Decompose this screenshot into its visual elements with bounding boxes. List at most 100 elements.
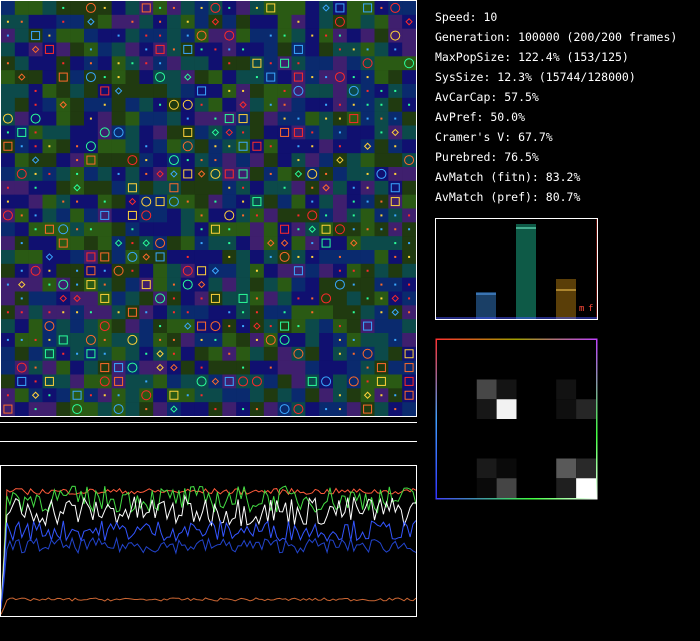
grid-cell[interactable] bbox=[194, 346, 209, 361]
grid-cell[interactable] bbox=[388, 291, 403, 306]
grid-cell[interactable] bbox=[263, 125, 278, 140]
grid-cell[interactable] bbox=[14, 388, 29, 403]
grid-cell[interactable] bbox=[277, 277, 292, 292]
grid-cell[interactable] bbox=[70, 333, 85, 348]
grid-cell[interactable] bbox=[1, 250, 16, 265]
grid-cell[interactable] bbox=[222, 153, 237, 168]
grid-cell[interactable] bbox=[125, 277, 140, 292]
grid-cell[interactable] bbox=[250, 250, 265, 265]
grid-cell[interactable] bbox=[28, 42, 43, 57]
grid-cell[interactable] bbox=[208, 97, 223, 112]
grid-cell[interactable] bbox=[319, 14, 334, 29]
grid-cell[interactable] bbox=[97, 250, 112, 265]
grid-cell[interactable] bbox=[70, 42, 85, 57]
grid-cell[interactable] bbox=[208, 277, 223, 292]
grid-cell[interactable] bbox=[402, 374, 416, 389]
grid-cell[interactable] bbox=[1, 84, 16, 99]
grid-cell[interactable] bbox=[42, 222, 57, 237]
grid-cell[interactable] bbox=[1, 291, 16, 306]
grid-cell[interactable] bbox=[139, 360, 154, 375]
grid-cell[interactable] bbox=[84, 236, 99, 251]
grid-cell[interactable] bbox=[167, 319, 182, 334]
grid-cell[interactable] bbox=[263, 14, 278, 29]
grid-cell[interactable] bbox=[263, 374, 278, 389]
grid-cell[interactable] bbox=[388, 319, 403, 334]
grid-cell[interactable] bbox=[1, 263, 16, 278]
grid-cell[interactable] bbox=[111, 84, 126, 99]
grid-cell[interactable] bbox=[1, 70, 16, 85]
grid-cell[interactable] bbox=[111, 277, 126, 292]
grid-cell[interactable] bbox=[167, 180, 182, 195]
grid-cell[interactable] bbox=[84, 263, 99, 278]
grid-cell[interactable] bbox=[236, 70, 251, 85]
grid-cell[interactable] bbox=[346, 56, 361, 71]
grid-cell[interactable] bbox=[1, 319, 16, 334]
grid-cell[interactable] bbox=[333, 305, 348, 320]
grid-cell[interactable] bbox=[42, 346, 57, 361]
grid-cell[interactable] bbox=[111, 139, 126, 154]
grid-cell[interactable] bbox=[97, 402, 112, 416]
grid-cell[interactable] bbox=[388, 125, 403, 140]
grid-cell[interactable] bbox=[291, 180, 306, 195]
grid-cell[interactable] bbox=[208, 56, 223, 71]
grid-cell[interactable] bbox=[333, 194, 348, 209]
grid-cell[interactable] bbox=[346, 291, 361, 306]
grid-cell[interactable] bbox=[277, 360, 292, 375]
grid-cell[interactable] bbox=[167, 125, 182, 140]
grid-cell[interactable] bbox=[236, 111, 251, 126]
grid-cell[interactable] bbox=[56, 139, 71, 154]
grid-cell[interactable] bbox=[208, 250, 223, 265]
grid-cell[interactable] bbox=[319, 346, 334, 361]
grid-cell[interactable] bbox=[139, 263, 154, 278]
grid-cell[interactable] bbox=[374, 402, 389, 416]
grid-cell[interactable] bbox=[291, 277, 306, 292]
grid-cell[interactable] bbox=[84, 277, 99, 292]
grid-cell[interactable] bbox=[250, 125, 265, 140]
grid-cell[interactable] bbox=[194, 125, 209, 140]
grid-cell[interactable] bbox=[319, 236, 334, 251]
grid-cell[interactable] bbox=[14, 125, 29, 140]
grid-cell[interactable] bbox=[14, 180, 29, 195]
grid-cell[interactable] bbox=[222, 97, 237, 112]
grid-cell[interactable] bbox=[111, 111, 126, 126]
grid-cell[interactable] bbox=[346, 14, 361, 29]
grid-cell[interactable] bbox=[236, 263, 251, 278]
grid-cell[interactable] bbox=[125, 70, 140, 85]
grid-cell[interactable] bbox=[70, 374, 85, 389]
grid-cell[interactable] bbox=[70, 180, 85, 195]
grid-cell[interactable] bbox=[250, 346, 265, 361]
grid-cell[interactable] bbox=[277, 42, 292, 57]
grid-cell[interactable] bbox=[180, 1, 195, 16]
grid-cell[interactable] bbox=[70, 360, 85, 375]
grid-cell[interactable] bbox=[208, 388, 223, 403]
grid-cell[interactable] bbox=[125, 1, 140, 16]
grid-cell[interactable] bbox=[167, 70, 182, 85]
grid-cell[interactable] bbox=[374, 180, 389, 195]
grid-cell[interactable] bbox=[111, 346, 126, 361]
grid-cell[interactable] bbox=[125, 346, 140, 361]
world-grid-canvas[interactable] bbox=[1, 1, 416, 416]
grid-cell[interactable] bbox=[250, 84, 265, 99]
grid-cell[interactable] bbox=[346, 402, 361, 416]
grid-cell[interactable] bbox=[263, 111, 278, 126]
grid-cell[interactable] bbox=[97, 56, 112, 71]
grid-cell[interactable] bbox=[167, 388, 182, 403]
grid-cell[interactable] bbox=[139, 84, 154, 99]
grid-cell[interactable] bbox=[222, 125, 237, 140]
grid-cell[interactable] bbox=[402, 14, 416, 29]
grid-cell[interactable] bbox=[70, 1, 85, 16]
grid-cell[interactable] bbox=[1, 360, 16, 375]
grid-cell[interactable] bbox=[208, 346, 223, 361]
grid-cell[interactable] bbox=[125, 28, 140, 43]
grid-cell[interactable] bbox=[97, 153, 112, 168]
grid-cell[interactable] bbox=[333, 208, 348, 223]
grid-cell[interactable] bbox=[139, 125, 154, 140]
grid-cell[interactable] bbox=[346, 28, 361, 43]
grid-cell[interactable] bbox=[236, 28, 251, 43]
grid-cell[interactable] bbox=[291, 28, 306, 43]
grid-cell[interactable] bbox=[180, 346, 195, 361]
grid-cell[interactable] bbox=[402, 111, 416, 126]
grid-cell[interactable] bbox=[56, 291, 71, 306]
grid-cell[interactable] bbox=[180, 167, 195, 182]
grid-cell[interactable] bbox=[139, 277, 154, 292]
